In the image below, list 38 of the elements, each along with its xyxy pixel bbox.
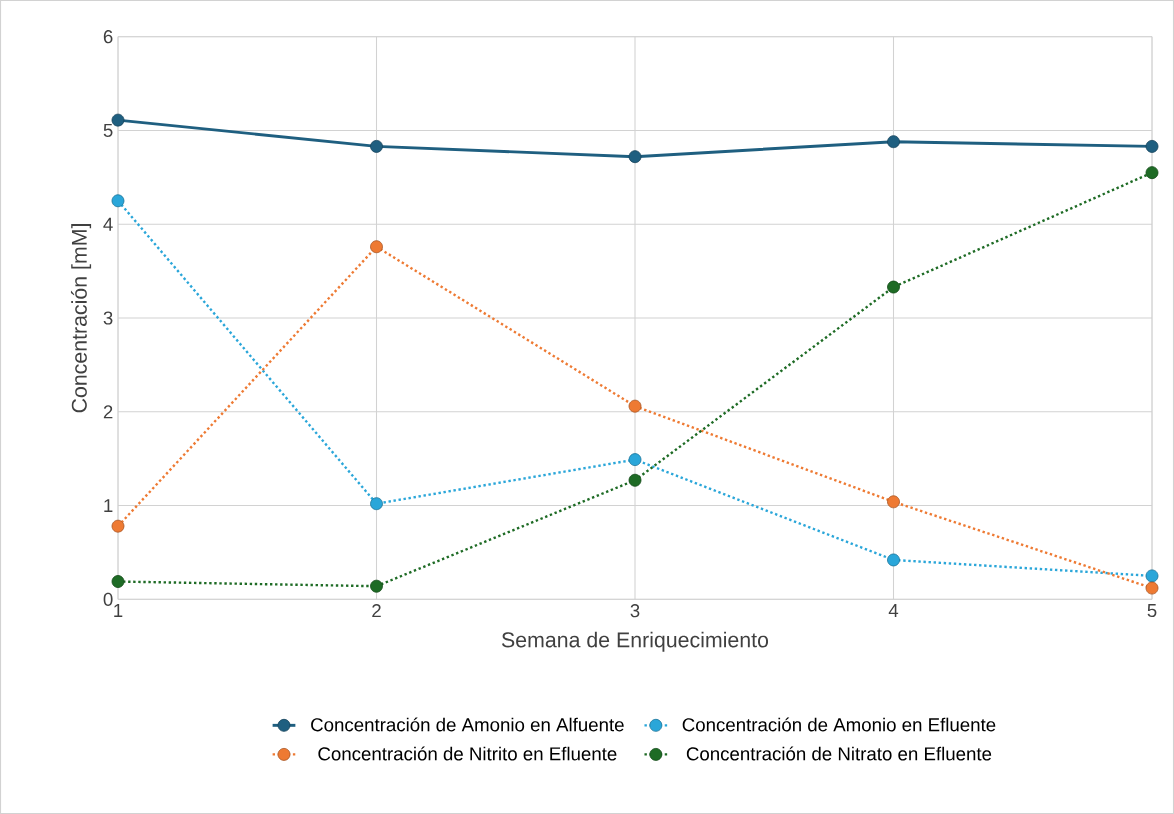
point: [1145, 166, 1159, 180]
point: [370, 497, 383, 511]
point: [628, 150, 642, 164]
legend-label: Concentración de Amonio en Efluente: [682, 717, 996, 732]
point: [628, 473, 642, 487]
point: [370, 579, 383, 593]
legend-label: Concentración de Nitrito en Efluente: [318, 746, 617, 761]
point: [111, 519, 125, 533]
point: [111, 113, 125, 127]
point: [887, 553, 900, 567]
point: [628, 453, 642, 466]
x-axis-title: Semana de Enriquecimiento: [501, 631, 769, 652]
point: [370, 139, 383, 153]
x-tick-label: 2: [372, 604, 381, 618]
point: [370, 240, 383, 254]
legend-label: Concentración de Nitrato en Efluente: [686, 746, 992, 761]
point: [1145, 139, 1159, 153]
point: [111, 194, 125, 208]
y-tick-label: 3: [103, 311, 113, 325]
x-tick-label: 3: [630, 604, 640, 618]
y-tick-label: 2: [103, 405, 113, 419]
point: [887, 280, 900, 294]
point: [887, 495, 900, 509]
point: [628, 399, 642, 413]
legend-label: Concentración de Amonio en Alfuente: [311, 717, 624, 732]
y-tick-label: 4: [103, 217, 113, 231]
y-tick-label: 5: [103, 123, 113, 137]
y-tick-label: 0: [103, 592, 113, 606]
y-axis-title: Concentración [mM]: [70, 224, 92, 413]
point: [1145, 581, 1159, 595]
x-tick-label: 5: [1147, 604, 1157, 618]
y-tick-label: 1: [104, 499, 113, 512]
point: [887, 135, 900, 149]
point: [111, 575, 125, 588]
y-tick-label: 6: [103, 30, 113, 44]
x-tick-label: 1: [114, 604, 123, 617]
point: [1145, 569, 1159, 583]
x-tick-label: 4: [888, 604, 899, 617]
